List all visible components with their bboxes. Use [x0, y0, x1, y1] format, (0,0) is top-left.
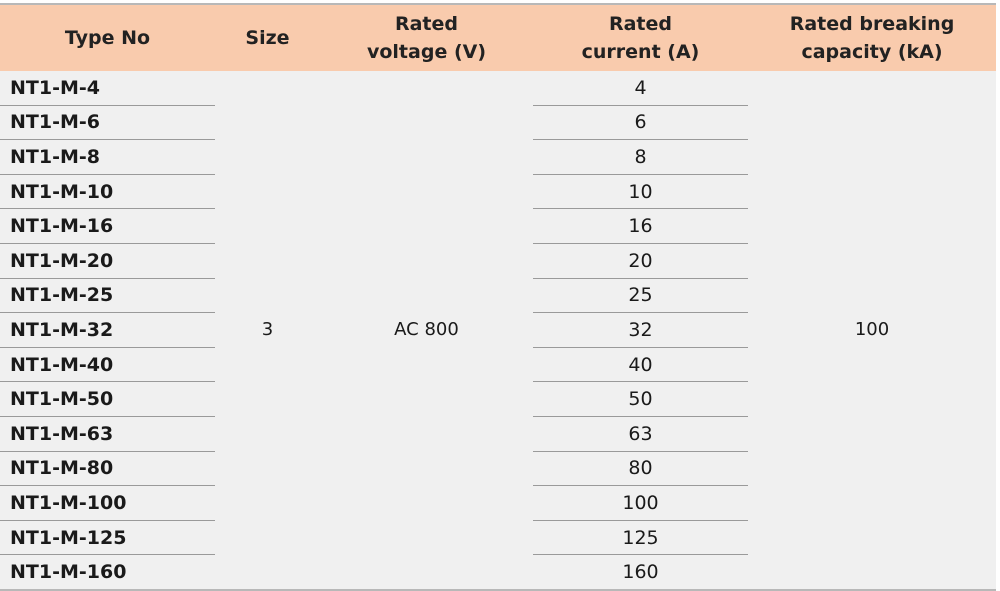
rated-current-cell: 100 [533, 485, 748, 521]
header-current-line1: Rated [608, 13, 673, 35]
type-no-cell: NT1-M-63 [0, 416, 215, 452]
rated-current-cell: 8 [533, 139, 748, 175]
header-voltage-line2: voltage (V) [366, 41, 487, 63]
header-rated-voltage: Rated voltage (V) [320, 4, 533, 71]
table-row: NT1-M-25 25 [0, 278, 996, 314]
header-row: Type No Size Rated voltage (V) Rated curre… [0, 4, 996, 71]
header-rated-current: Rated current (A) [533, 4, 748, 71]
table-row: NT1-M-125 125 [0, 520, 996, 556]
rated-current-cell: 32 [533, 312, 748, 348]
table-row: NT1-M-6 6 [0, 105, 996, 141]
type-no-cell: NT1-M-125 [0, 520, 215, 556]
rated-current-cell: 80 [533, 451, 748, 487]
type-no-cell: NT1-M-32 [0, 312, 215, 348]
table-row: NT1-M-100 100 [0, 485, 996, 521]
header-type-no: Type No [0, 4, 215, 71]
table-row: NT1-M-63 63 [0, 416, 996, 452]
table-row: NT1-M-40 40 [0, 347, 996, 383]
rated-current-cell: 50 [533, 381, 748, 417]
type-no-cell: NT1-M-4 [0, 71, 215, 106]
header-size-text: Size [245, 27, 290, 49]
type-no-cell: NT1-M-80 [0, 451, 215, 487]
rated-current-cell: 125 [533, 520, 748, 556]
header-capacity-line2: capacity (kA) [801, 41, 943, 63]
table-row: NT1-M-4 3 AC 800 4 100 [0, 71, 996, 340]
rated-current-cell: 63 [533, 416, 748, 452]
header-current-line2: current (A) [581, 41, 700, 63]
type-no-cell: NT1-M-6 [0, 105, 215, 141]
type-no-cell: NT1-M-160 [10, 561, 127, 584]
table-row: NT1-M-8 8 [0, 139, 996, 175]
table-row: NT1-M-80 80 [0, 451, 996, 487]
rated-current-cell: 4 [533, 71, 748, 106]
rated-current-cell: 160 [622, 561, 659, 584]
rated-current-cell: 20 [533, 243, 748, 279]
rated-current-cell: 25 [533, 278, 748, 314]
type-no-cell: NT1-M-25 [0, 278, 215, 314]
table-row: NT1-M-16 16 [0, 208, 996, 244]
type-no-cell: NT1-M-20 [0, 243, 215, 279]
type-no-cell: NT1-M-16 [0, 208, 215, 244]
type-no-cell: NT1-M-40 [0, 347, 215, 383]
rated-current-cell: 10 [533, 174, 748, 210]
rated-current-cell: 40 [533, 347, 748, 383]
size-cell: 3 [261, 319, 274, 341]
type-no-cell: NT1-M-50 [0, 381, 215, 417]
header-voltage-line1: Rated [394, 13, 459, 35]
type-no-cell: NT1-M-10 [0, 174, 215, 210]
fuse-spec-table: Type No Size Rated voltage (V) Rated curre… [0, 3, 996, 591]
header-type-no-text: Type No [64, 27, 151, 49]
header-capacity-line1: Rated breaking [789, 13, 955, 35]
header-size: Size [215, 4, 320, 71]
breaking-capacity-cell: 100 [854, 319, 890, 341]
fuse-spec-table-container: Type No Size Rated voltage (V) Rated curre… [0, 3, 996, 591]
rated-current-cell: 6 [533, 105, 748, 141]
table-row: NT1-M-20 20 [0, 243, 996, 279]
table-row: NT1-M-10 10 [0, 174, 996, 210]
type-no-cell: NT1-M-8 [0, 139, 215, 175]
table-row: NT1-M-160 160 [0, 555, 996, 590]
table-row: NT1-M-50 50 [0, 381, 996, 417]
header-breaking-capacity: Rated breaking capacity (kA) [748, 4, 996, 71]
type-no-cell: NT1-M-100 [0, 485, 215, 521]
rated-voltage-cell: AC 800 [394, 319, 459, 341]
table-row: NT1-M-32 32 [0, 312, 996, 348]
rated-current-cell: 16 [533, 208, 748, 244]
